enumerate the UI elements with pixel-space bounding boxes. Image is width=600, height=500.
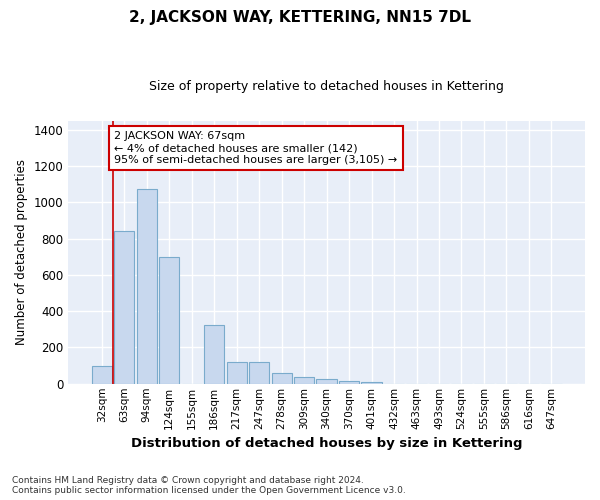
Text: 2, JACKSON WAY, KETTERING, NN15 7DL: 2, JACKSON WAY, KETTERING, NN15 7DL	[129, 10, 471, 25]
Bar	[272, 373, 292, 384]
Bar	[114, 232, 134, 384]
Bar	[159, 256, 179, 384]
Bar	[361, 382, 382, 384]
Y-axis label: Number of detached properties: Number of detached properties	[15, 159, 28, 345]
Bar	[249, 362, 269, 384]
Text: 2 JACKSON WAY: 67sqm
← 4% of detached houses are smaller (142)
95% of semi-detac: 2 JACKSON WAY: 67sqm ← 4% of detached ho…	[114, 132, 397, 164]
Text: Contains HM Land Registry data © Crown copyright and database right 2024.
Contai: Contains HM Land Registry data © Crown c…	[12, 476, 406, 495]
X-axis label: Distribution of detached houses by size in Kettering: Distribution of detached houses by size …	[131, 437, 523, 450]
Bar	[294, 378, 314, 384]
Title: Size of property relative to detached houses in Kettering: Size of property relative to detached ho…	[149, 80, 504, 93]
Bar	[339, 381, 359, 384]
Bar	[92, 366, 112, 384]
Bar	[204, 325, 224, 384]
Bar	[316, 379, 337, 384]
Bar	[227, 362, 247, 384]
Bar	[137, 188, 157, 384]
